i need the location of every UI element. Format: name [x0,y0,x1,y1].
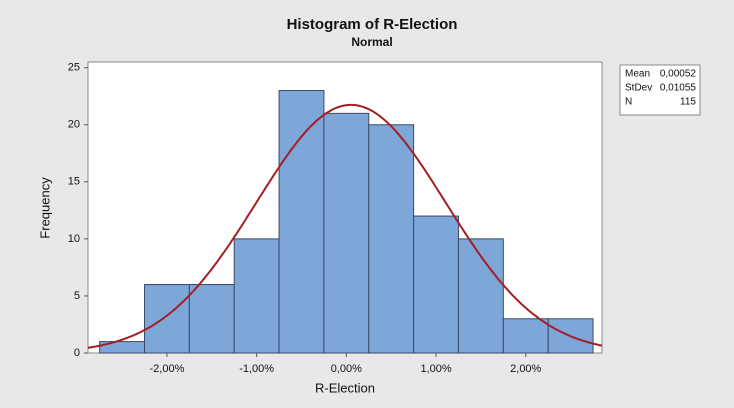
x-tick-label: 1,00% [420,363,451,375]
y-tick-label: 10 [68,233,80,245]
stats-box [619,64,701,116]
x-tick-label: 2,00% [510,363,541,375]
chart-subtitle: Normal [351,35,392,49]
stat-value: 0,00052 [660,69,697,80]
stat-value: 0,01055 [660,83,697,94]
bar [368,124,415,354]
stat-label: Mean [625,69,650,80]
bar [144,284,190,354]
y-tick-label: 15 [68,176,80,188]
bar [502,318,549,354]
bar [233,238,280,354]
x-tick-label: -1,00% [239,363,274,375]
y-tick-label: 0 [74,347,80,359]
chart-title: Histogram of R-Election [287,16,458,33]
x-tick-label: -2,00% [150,363,185,375]
bar [188,284,235,354]
x-axis-label: R-Election [315,380,375,395]
stat-label: StDev [625,83,652,94]
bar [278,90,325,354]
normal-curve [87,103,603,349]
y-axis-label: Frequency [37,177,52,239]
bar [323,112,370,354]
stat-value: 115 [680,97,696,108]
bar [413,215,459,354]
x-tick-label: 0,00% [331,363,362,375]
y-tick-label: 5 [74,290,80,302]
y-tick-label: 20 [68,119,80,131]
y-tick-label: 25 [68,62,80,74]
stat-label: N [625,97,632,108]
